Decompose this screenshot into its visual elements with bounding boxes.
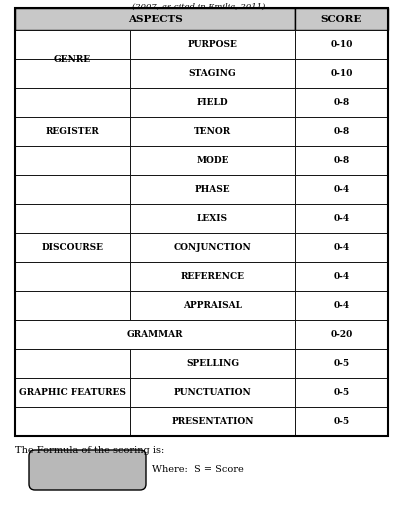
- Bar: [130, 175, 295, 204]
- Bar: [295, 378, 388, 407]
- Text: 0-10: 0-10: [330, 69, 353, 78]
- Bar: [295, 30, 388, 59]
- Bar: [295, 349, 388, 378]
- Bar: [295, 88, 388, 117]
- Bar: [15, 233, 130, 262]
- Text: 0-4: 0-4: [334, 301, 350, 310]
- Text: 0-4: 0-4: [334, 185, 350, 194]
- Text: 0-8: 0-8: [334, 98, 350, 107]
- Bar: [130, 146, 295, 175]
- Bar: [15, 88, 130, 117]
- Bar: [15, 204, 130, 233]
- Bar: [295, 262, 388, 291]
- Bar: [130, 407, 295, 436]
- Bar: [15, 291, 130, 320]
- Text: 0-4: 0-4: [334, 272, 350, 281]
- Text: 0-5: 0-5: [334, 417, 350, 426]
- Bar: [15, 8, 388, 436]
- Bar: [130, 88, 295, 117]
- Text: PURPOSE: PURPOSE: [188, 40, 237, 49]
- Bar: [15, 30, 130, 59]
- Bar: [130, 291, 295, 320]
- Bar: [15, 262, 130, 291]
- Text: PUNCTUATION: PUNCTUATION: [174, 388, 251, 397]
- Text: FIELD: FIELD: [197, 98, 228, 107]
- Text: 0-10: 0-10: [330, 40, 353, 49]
- Text: GRAPHIC FEATURES: GRAPHIC FEATURES: [19, 388, 126, 397]
- Bar: [130, 59, 295, 88]
- Bar: [295, 320, 388, 349]
- Text: PRESENTATION: PRESENTATION: [171, 417, 254, 426]
- Bar: [295, 117, 388, 146]
- Text: GRAMMAR: GRAMMAR: [127, 330, 183, 339]
- Text: 0-4: 0-4: [334, 243, 350, 252]
- Text: REGISTER: REGISTER: [45, 127, 99, 136]
- Bar: [295, 233, 388, 262]
- Bar: [295, 407, 388, 436]
- Bar: [130, 117, 295, 146]
- Text: 0-5: 0-5: [334, 388, 350, 397]
- Bar: [15, 8, 295, 30]
- Bar: [130, 262, 295, 291]
- Text: Where:  S = Score: Where: S = Score: [152, 465, 244, 474]
- Bar: [15, 407, 130, 436]
- Bar: [15, 378, 130, 407]
- Text: MODE: MODE: [196, 156, 229, 165]
- Bar: [130, 30, 295, 59]
- Bar: [130, 233, 295, 262]
- Text: STAGING: STAGING: [189, 69, 236, 78]
- Bar: [295, 291, 388, 320]
- Text: The Formula of the scoring is:: The Formula of the scoring is:: [15, 446, 164, 455]
- Bar: [295, 146, 388, 175]
- Text: 0-8: 0-8: [334, 127, 350, 136]
- FancyBboxPatch shape: [29, 450, 146, 490]
- Bar: [295, 175, 388, 204]
- Text: PHASE: PHASE: [195, 185, 230, 194]
- Text: TENOR: TENOR: [194, 127, 231, 136]
- Text: ASPECTS: ASPECTS: [128, 14, 182, 23]
- Text: (2007, as cited in Emilia, 2011): (2007, as cited in Emilia, 2011): [132, 3, 266, 11]
- Bar: [130, 204, 295, 233]
- Text: APPRAISAL: APPRAISAL: [183, 301, 242, 310]
- Bar: [15, 117, 130, 146]
- Text: 0-5: 0-5: [334, 359, 350, 368]
- Text: SPELLING: SPELLING: [186, 359, 239, 368]
- Bar: [130, 378, 295, 407]
- Text: GENRE: GENRE: [54, 55, 91, 64]
- Text: 0-20: 0-20: [330, 330, 353, 339]
- Text: CONJUNCTION: CONJUNCTION: [174, 243, 251, 252]
- Text: REFERENCE: REFERENCE: [180, 272, 245, 281]
- Bar: [15, 175, 130, 204]
- Bar: [295, 59, 388, 88]
- Text: 0-8: 0-8: [334, 156, 350, 165]
- Text: 0-4: 0-4: [334, 214, 350, 223]
- Bar: [15, 59, 130, 88]
- Text: SCORE: SCORE: [321, 14, 362, 23]
- Bar: [130, 349, 295, 378]
- Bar: [295, 204, 388, 233]
- Text: DISCOURSE: DISCOURSE: [41, 243, 103, 252]
- Bar: [15, 349, 130, 378]
- Text: LEXIS: LEXIS: [197, 214, 228, 223]
- Bar: [295, 8, 388, 30]
- Bar: [15, 320, 295, 349]
- Bar: [15, 146, 130, 175]
